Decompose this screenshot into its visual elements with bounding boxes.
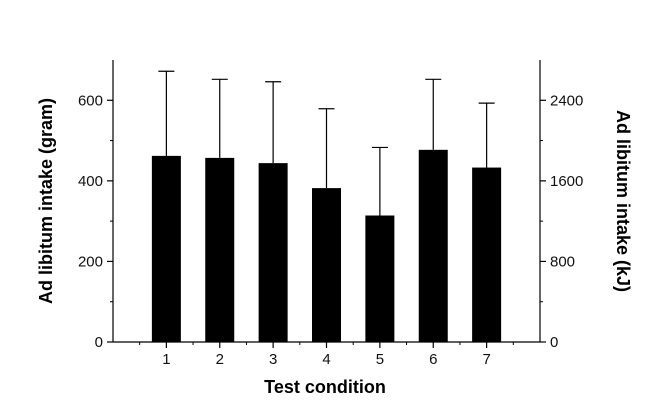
y-axis-right-tick-label: 2400 (550, 92, 583, 109)
bar (258, 163, 288, 342)
bar (205, 157, 235, 342)
x-axis-tick-label: 7 (482, 351, 490, 368)
bar (312, 188, 341, 342)
plot-area (151, 70, 502, 342)
x-axis-tick-label: 2 (216, 351, 224, 368)
y-axis-title-left: Ad libitum intake (gram) (36, 98, 56, 304)
y-axis-left-tick-label: 0 (95, 334, 103, 351)
y-axis-left-tick-label: 400 (78, 173, 103, 190)
x-axis-tick-label: 4 (322, 351, 330, 368)
x-axis-title: Test condition (264, 377, 386, 397)
y-axis-left-tick-label: 600 (78, 92, 103, 109)
x-axis-tick-label: 1 (162, 351, 170, 368)
y-axis-right-tick-label: 800 (550, 253, 575, 270)
bar (472, 167, 502, 342)
axes: 0 200 400 600 0 800 1600 2400 1 2 3 4 5 6 7 (78, 60, 583, 368)
bar (365, 215, 395, 342)
x-axis-tick-label: 3 (269, 351, 277, 368)
bar (418, 149, 448, 342)
y-axis-title-right: Ad libitum intake (kJ) (613, 110, 633, 292)
x-axis-tick-label: 6 (429, 351, 437, 368)
bar (151, 155, 181, 342)
y-axis-right-tick-label: 1600 (550, 173, 583, 190)
y-axis-left-tick-label: 200 (78, 253, 103, 270)
y-axis-right-tick-label: 0 (550, 334, 558, 351)
x-axis-tick-label: 5 (376, 351, 384, 368)
